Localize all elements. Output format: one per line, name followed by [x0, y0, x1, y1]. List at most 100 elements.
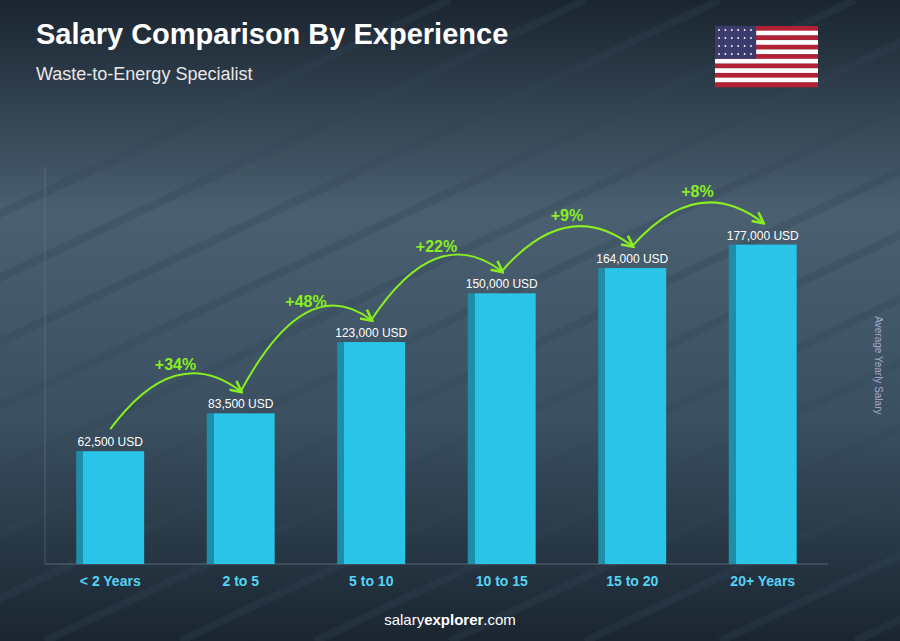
value-label: 177,000 USD — [727, 229, 799, 243]
bars — [76, 245, 796, 564]
flag-star — [737, 61, 739, 63]
x-tick-label: 5 to 10 — [349, 573, 394, 589]
change-arrow — [502, 226, 633, 271]
x-tick-label: 2 to 5 — [222, 573, 259, 589]
x-tick-label: 20+ Years — [730, 573, 795, 589]
bar — [76, 451, 144, 564]
texture-line — [315, 0, 900, 641]
bar-shade — [337, 342, 405, 564]
bar — [729, 245, 797, 564]
flag-star — [737, 29, 739, 31]
bar-shade — [729, 245, 797, 564]
flag-stripe — [715, 78, 818, 83]
value-label: 83,500 USD — [208, 397, 274, 411]
texture-line — [180, 0, 900, 641]
flag-star — [750, 45, 752, 47]
texture-line — [45, 0, 900, 641]
flag-star — [744, 37, 746, 39]
flag-star — [737, 37, 739, 39]
texture-line — [855, 0, 900, 641]
flag-stripe — [715, 73, 818, 78]
flag-star — [718, 37, 720, 39]
y-axis-label: Average Yearly Salary — [873, 316, 884, 414]
bar — [598, 268, 666, 564]
flag-star — [725, 61, 727, 63]
flag-star — [718, 53, 720, 55]
flag-star — [725, 53, 727, 55]
bar-shade — [468, 293, 536, 564]
flag-stripe — [715, 82, 818, 87]
change-label: +22% — [416, 238, 457, 255]
flag-star — [731, 45, 733, 47]
subtitle: Waste-to-Energy Specialist — [36, 64, 252, 84]
value-label: 164,000 USD — [596, 252, 668, 266]
bar-group — [76, 451, 144, 564]
title: Salary Comparison By Experience — [36, 18, 508, 50]
footer-part: .com — [483, 611, 516, 628]
bar — [468, 293, 536, 564]
texture-line — [0, 0, 900, 641]
change-arrow — [371, 255, 502, 321]
bar — [337, 342, 405, 564]
flag-canton — [715, 26, 756, 59]
texture-line — [0, 0, 720, 641]
change-arrow — [632, 202, 763, 246]
bar-shade — [207, 413, 275, 564]
change-label: +48% — [285, 293, 326, 310]
chart: 62,500 USD 83,500 USD 123,000 USD 150,000 U… — [0, 0, 900, 641]
change-arrow — [241, 305, 372, 391]
flag-star — [725, 37, 727, 39]
x-tick-label: < 2 Years — [80, 573, 141, 589]
flag-star — [750, 37, 752, 39]
flag-star — [750, 61, 752, 63]
change-label: +9% — [551, 207, 583, 224]
flag-star — [718, 45, 720, 47]
flag-stripe — [715, 68, 818, 73]
flag-stripe — [715, 59, 818, 64]
flag-star — [744, 45, 746, 47]
background-texture — [0, 0, 900, 641]
change-label: +34% — [155, 356, 196, 373]
flag — [715, 26, 818, 87]
texture-line — [450, 0, 900, 641]
bar-group — [729, 245, 797, 564]
value-label: 123,000 USD — [335, 326, 407, 340]
texture-line — [585, 0, 900, 641]
texture-line — [720, 0, 900, 641]
x-tick-label: 10 to 15 — [476, 573, 528, 589]
flag-star — [737, 45, 739, 47]
x-tick-label: 15 to 20 — [606, 573, 658, 589]
footer-part: explorer — [424, 611, 483, 628]
x-axis-line — [45, 564, 828, 565]
bar-shade — [76, 451, 144, 564]
bar-group — [207, 413, 275, 564]
texture-line — [0, 0, 585, 641]
flag-star — [744, 53, 746, 55]
flag-star — [744, 29, 746, 31]
bar-group — [598, 268, 666, 564]
flag-star — [718, 61, 720, 63]
flag-star — [731, 61, 733, 63]
flag-star — [718, 29, 720, 31]
flag-star — [744, 61, 746, 63]
flag-star — [725, 45, 727, 47]
bar — [207, 413, 275, 564]
bar-group — [468, 293, 536, 564]
footer-part: salary — [384, 611, 425, 628]
flag-star — [750, 29, 752, 31]
flag-star — [750, 53, 752, 55]
footer: salaryexplorer.com — [384, 611, 516, 628]
change-label: +8% — [681, 183, 713, 200]
flag-stripe — [715, 64, 818, 69]
bar-group — [337, 342, 405, 564]
y-axis-line — [45, 167, 46, 564]
flag-star — [731, 53, 733, 55]
value-label: 62,500 USD — [78, 435, 144, 449]
texture-line — [0, 0, 900, 641]
flag-star — [725, 29, 727, 31]
flag-star — [731, 37, 733, 39]
change-arrow — [110, 373, 241, 429]
flag-star — [737, 53, 739, 55]
value-label: 150,000 USD — [466, 277, 538, 291]
flag-star — [731, 29, 733, 31]
